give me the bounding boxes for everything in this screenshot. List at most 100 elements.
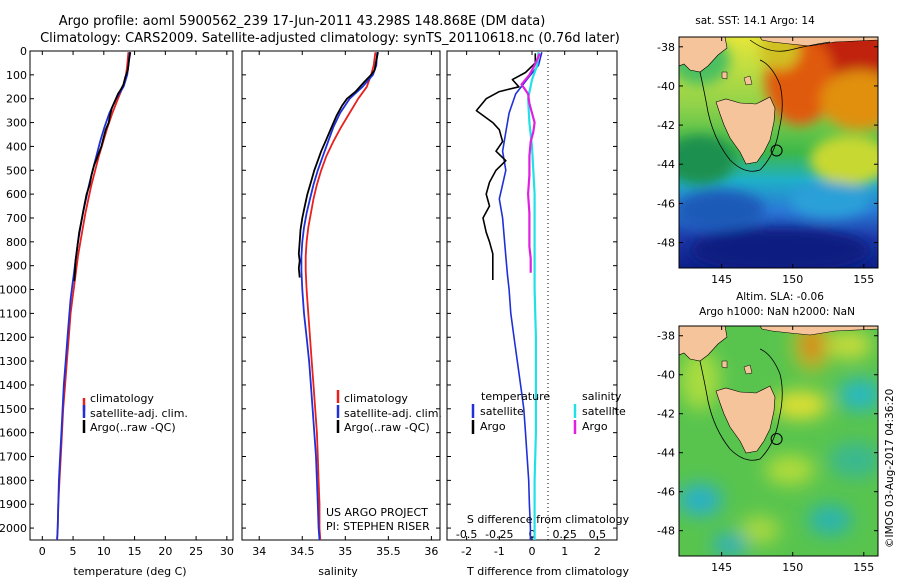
difference-lines [475, 52, 543, 540]
difference-panel: -2 -1 0 1 2 -0.5 -0.25 0 0.25 0.5 S difference fr… [446, 50, 630, 578]
y-tick-label: 1200 [0, 331, 27, 344]
y-tick-label: 1800 [0, 474, 27, 487]
y-tick-label: 0 [20, 45, 27, 58]
sst-land-tasmania [715, 96, 776, 165]
y-tick-label: 1100 [0, 307, 27, 320]
map-x-tick-label: 155 [853, 561, 874, 574]
x2-tick-label: -0.5 [456, 528, 477, 541]
x-tick-label: 1 [561, 545, 568, 558]
difference-ticks: -2 -1 0 1 2 -0.5 -0.25 0 0.25 0.5 [447, 50, 617, 558]
legend-label-satellite: satellite-adj. clim. [90, 407, 188, 420]
x-tick-label: 35 [338, 545, 352, 558]
sst-map-frame [678, 36, 879, 269]
difference-xlabel-t: T difference from climatology [466, 565, 629, 578]
temperature-legend: climatology satellite-adj. clim. Argo(..… [82, 392, 188, 434]
x-tick-label: 10 [97, 545, 111, 558]
y-tick-label: 1900 [0, 498, 27, 511]
temperature-lines [56, 52, 132, 540]
legend-label-climatology: climatology [344, 392, 408, 405]
project-annotation-line2: PI: STEPHEN RISER [326, 520, 430, 533]
map-y-tick-label: -46 [657, 486, 675, 499]
temperature-xlabel: temperature (deg C) [73, 565, 186, 578]
map-y-tick-label: -40 [657, 369, 675, 382]
x-tick-label: -2 [461, 545, 472, 558]
sla-shelf-contour [699, 348, 783, 461]
series-line-climatology [304, 52, 377, 540]
x-tick-label: 34.5 [290, 545, 315, 558]
series-line-argo [297, 52, 379, 278]
legend-label-t-satellite: satellite [480, 405, 524, 418]
map-y-tick-label: -48 [657, 237, 675, 250]
y-tick-label: 800 [6, 236, 27, 249]
legend-header-temperature: temperature [481, 390, 550, 403]
sla-map-ticks: 145 150 155 -38 -40 -42 -44 -46 -48 [657, 326, 878, 574]
y-tick-label: 1300 [0, 355, 27, 368]
x2-tick-label: 0.25 [552, 528, 577, 541]
x-tick-label: 34 [252, 545, 266, 558]
series-line-t-satellite [498, 52, 543, 540]
imos-credit: ©IMOS 03-Aug-2017 04:36:20 [884, 389, 896, 548]
y-tick-label: 1700 [0, 451, 27, 464]
legend-label-t-argo: Argo [480, 420, 506, 433]
project-annotation-line1: US ARGO PROJECT [326, 506, 428, 519]
sla-land-kingisland [721, 360, 753, 375]
y-tick-label: 500 [6, 164, 27, 177]
y-tick-label: 700 [6, 212, 27, 225]
salinity-legend: climatology satellite-adj. clim. Argo(..… [336, 390, 442, 434]
legend-label-argo: Argo(..raw -QC) [344, 421, 430, 434]
salinity-ticks: 34 34.5 35 35.5 36 [242, 50, 440, 558]
legend-label-s-argo: Argo [582, 420, 608, 433]
sst-land-mainland [679, 37, 878, 73]
sla-argo-position-marker [770, 433, 783, 445]
map-x-tick-label: 145 [711, 273, 732, 286]
sla-map-panel: Altim. SLA: -0.06 Argo h1000: NaN h2000:… [657, 291, 879, 574]
sla-map-frame [678, 325, 879, 557]
y-tick-label: 100 [6, 69, 27, 82]
sla-map-subtitle: Argo h1000: NaN h2000: NaN [699, 306, 855, 318]
y-tick-label: 2000 [0, 522, 27, 535]
map-y-tick-label: -42 [657, 408, 675, 421]
y-tick-label: 1400 [0, 379, 27, 392]
x-tick-label: 20 [158, 545, 172, 558]
y-tick-label: 900 [6, 260, 27, 273]
map-y-tick-label: -44 [657, 447, 675, 460]
y-tick-label: 200 [6, 93, 27, 106]
sst-land-kingisland [721, 71, 753, 86]
sst-map-ticks: 145 150 155 -38 -40 -42 -44 -46 -48 [657, 37, 878, 286]
sla-land-mainland [679, 326, 878, 362]
map-y-tick-label: -40 [657, 80, 675, 93]
difference-xlabel-s: S difference from climatology [467, 513, 630, 526]
x2-tick-label: 0.5 [589, 528, 607, 541]
legend-label-satellite: satellite-adj. clim. [344, 407, 442, 420]
y-tick-label: 1500 [0, 403, 27, 416]
x-tick-label: 0 [39, 545, 46, 558]
map-y-tick-label: -46 [657, 197, 675, 210]
sst-map-panel: sat. SST: 14.1 Argo: 14 145 150 155- [657, 15, 879, 286]
legend-label-climatology: climatology [90, 392, 154, 405]
x-tick-label: 35.5 [376, 545, 401, 558]
sla-land-tasmania [715, 385, 776, 454]
difference-axes-frame [446, 50, 618, 541]
x-tick-label: 25 [189, 545, 203, 558]
sst-argo-position-marker [770, 144, 783, 157]
map-x-tick-label: 150 [782, 273, 803, 286]
sla-heatmap-field [679, 326, 878, 556]
x-tick-label: 36 [424, 545, 438, 558]
map-x-tick-label: 155 [853, 273, 874, 286]
x-tick-label: 30 [220, 545, 234, 558]
x-tick-label: -1 [494, 545, 505, 558]
legend-label-argo: Argo(..raw -QC) [90, 421, 176, 434]
series-line-argo [73, 52, 132, 282]
sst-map-title: sat. SST: 14.1 Argo: 14 [695, 15, 815, 27]
y-tick-label: 1000 [0, 284, 27, 297]
legend-label-s-satellite: satellite [582, 405, 626, 418]
figure-title-line2: Climatology: CARS2009. Satellite-adjuste… [40, 31, 620, 46]
series-line-s-argo [520, 52, 541, 273]
x-tick-label: 15 [128, 545, 142, 558]
temperature-axes-frame [29, 50, 234, 541]
temperature-ticks: 0 5 10 15 20 25 300100200300400500600700800900… [0, 45, 234, 558]
map-x-tick-label: 150 [782, 561, 803, 574]
sla-map-title: Altim. SLA: -0.06 [736, 291, 824, 303]
map-x-tick-label: 145 [711, 561, 732, 574]
